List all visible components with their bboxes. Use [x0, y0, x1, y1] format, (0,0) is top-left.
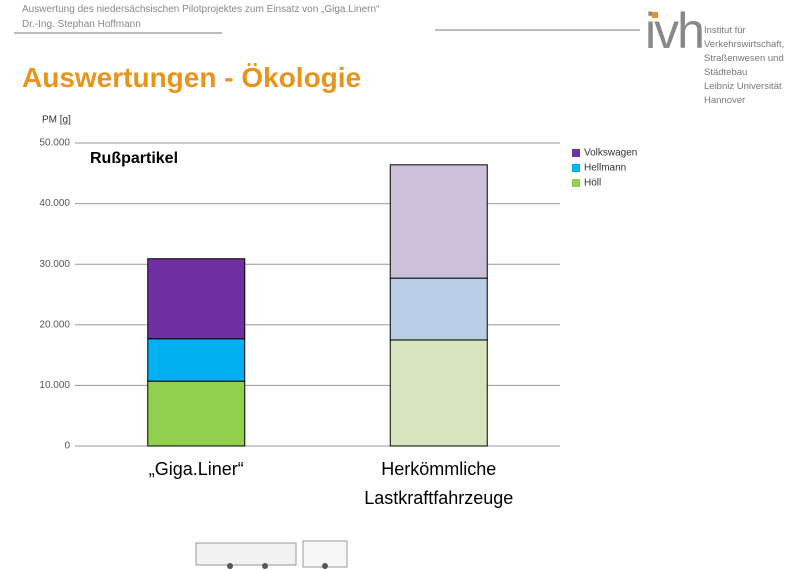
- bar-segment: [389, 164, 488, 279]
- logo-text: Institut für Verkehrswirtschaft, Straßen…: [704, 24, 810, 108]
- slide-title: Auswertungen - Ökologie: [22, 62, 362, 93]
- legend-swatch: [572, 179, 580, 187]
- legend-label: Hellmann: [584, 163, 626, 174]
- y-tick-label: 10.000: [39, 380, 70, 391]
- x-tick-label: Herkömmliche Lastkraftfahrzeuge: [364, 459, 514, 508]
- header-line: Auswertung des niedersächsischen Pilotpr…: [22, 4, 380, 15]
- header-author: Dr.-Ing. Stephan Hoffmann: [22, 19, 141, 30]
- logo-line: Leibniz Universität Hannover: [704, 81, 782, 106]
- chart-title: Rußpartikel: [90, 150, 178, 167]
- x-tick-label: „Giga.Liner“: [148, 459, 244, 479]
- y-axis-label: PM [g]: [42, 115, 71, 126]
- header-rule: [435, 29, 640, 31]
- bar-segment: [147, 380, 246, 447]
- y-tick-label: 40.000: [39, 198, 70, 209]
- header-rule: [14, 32, 222, 34]
- y-tick-label: 0: [64, 441, 70, 452]
- logo-dot: [652, 12, 658, 18]
- bar-segment: [389, 339, 488, 447]
- footer-logos: [195, 540, 348, 569]
- legend-swatch: [572, 164, 580, 172]
- bar-segment: [147, 258, 246, 340]
- y-tick-label: 30.000: [39, 259, 70, 270]
- legend-swatch: [572, 149, 580, 157]
- logo-line: Straßenwesen und Städtebau: [704, 53, 784, 78]
- legend-label: Höll: [584, 178, 601, 189]
- logo-line: Institut für Verkehrswirtschaft,: [704, 25, 785, 50]
- bar-segment: [147, 338, 246, 382]
- bar-segment: [389, 277, 488, 341]
- y-tick-label: 20.000: [39, 319, 70, 330]
- legend-label: Volkswagen: [584, 148, 637, 159]
- y-tick-label: 50.000: [39, 138, 70, 149]
